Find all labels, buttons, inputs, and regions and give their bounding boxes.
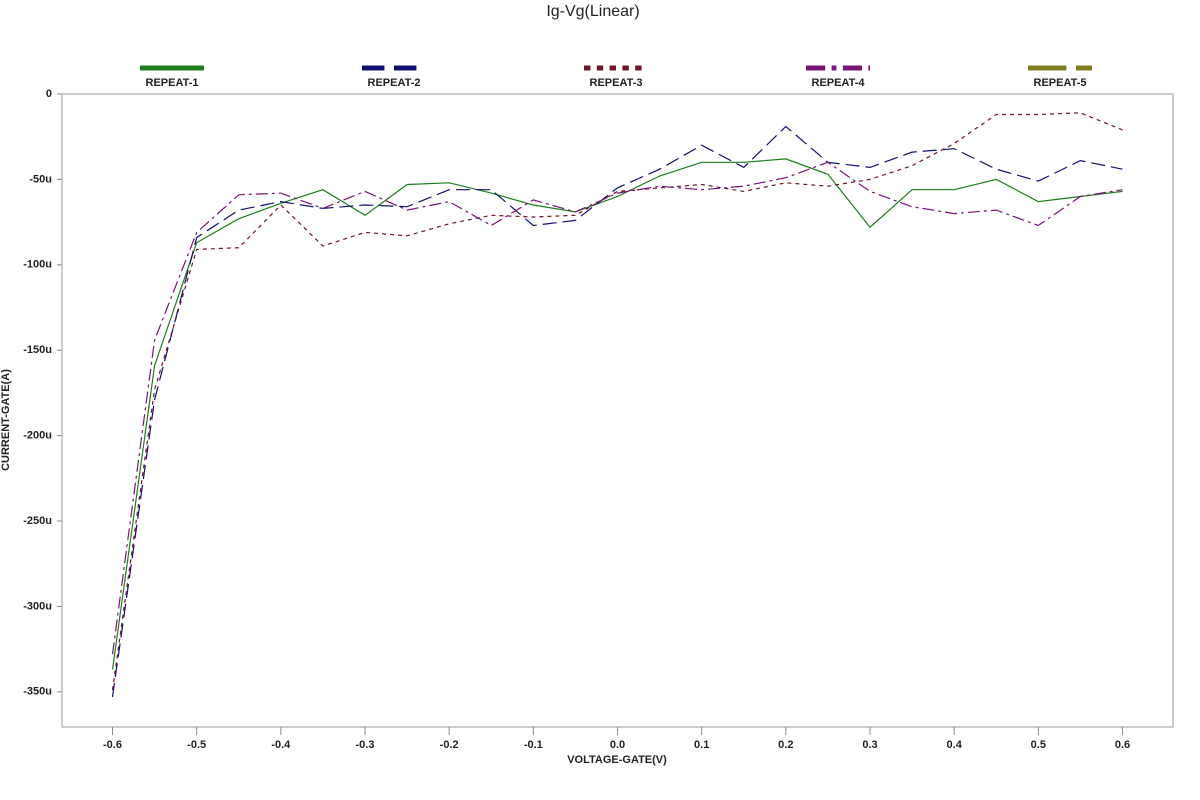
x-tick-label: 0.1 [694,739,709,751]
x-tick-label: -0.4 [271,739,291,751]
legend-label: REPEAT-3 [590,77,643,89]
x-tick-label: -0.1 [524,739,543,751]
y-axis-label: CURRENT-GATE(A) [0,369,12,471]
legend-label: REPEAT-4 [812,77,866,89]
legend-label: REPEAT-5 [1034,77,1087,89]
y-tick-label: 0 [46,88,52,100]
y-tick-label: -200u [23,430,52,442]
x-axis-label: VOLTAGE-GATE(V) [567,754,667,766]
legend-label: REPEAT-1 [146,77,199,89]
y-tick-label: -100u [23,259,52,271]
x-tick-label: 0.0 [610,739,625,751]
x-tick-label: -0.3 [356,739,375,751]
y-tick-label: -50u [29,173,52,185]
x-tick-label: 0.3 [862,739,877,751]
x-tick-label: 0.2 [778,739,793,751]
plot-area [61,93,1174,728]
x-tick-label: -0.2 [440,739,459,751]
y-tick-label: -150u [23,344,52,356]
x-tick-label: 0.5 [1031,739,1046,751]
x-tick-label: -0.5 [187,739,206,751]
chart-title: Ig-Vg(Linear) [546,3,639,20]
x-tick-label: 0.4 [947,739,963,751]
y-tick-label: -250u [23,515,52,527]
series-line [111,125,1123,697]
series-line [111,158,1123,670]
series-line [111,161,1123,655]
y-tick-label: -300u [23,600,52,612]
legend-label: REPEAT-2 [368,77,421,89]
y-tick-label: -350u [23,686,52,698]
x-tick-label: 0.6 [1115,739,1130,751]
x-tick-label: -0.6 [103,739,122,751]
